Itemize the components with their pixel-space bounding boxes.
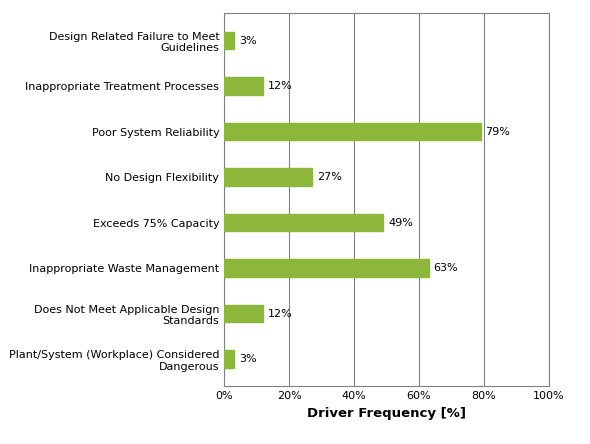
Text: 63%: 63% xyxy=(434,263,458,273)
Text: 3%: 3% xyxy=(239,36,257,46)
Bar xyxy=(224,305,263,322)
Bar xyxy=(224,214,384,231)
X-axis label: Driver Frequency [%]: Driver Frequency [%] xyxy=(307,407,466,420)
Bar xyxy=(224,32,234,49)
Bar xyxy=(224,350,234,368)
Text: 3%: 3% xyxy=(239,354,257,364)
Text: 49%: 49% xyxy=(388,218,413,227)
Text: 12%: 12% xyxy=(268,81,293,91)
Text: 79%: 79% xyxy=(486,127,510,137)
Bar xyxy=(224,123,480,140)
Bar xyxy=(224,259,428,277)
Bar xyxy=(224,77,263,95)
Text: 27%: 27% xyxy=(317,172,342,182)
Text: 12%: 12% xyxy=(268,309,293,318)
Bar xyxy=(224,168,312,186)
